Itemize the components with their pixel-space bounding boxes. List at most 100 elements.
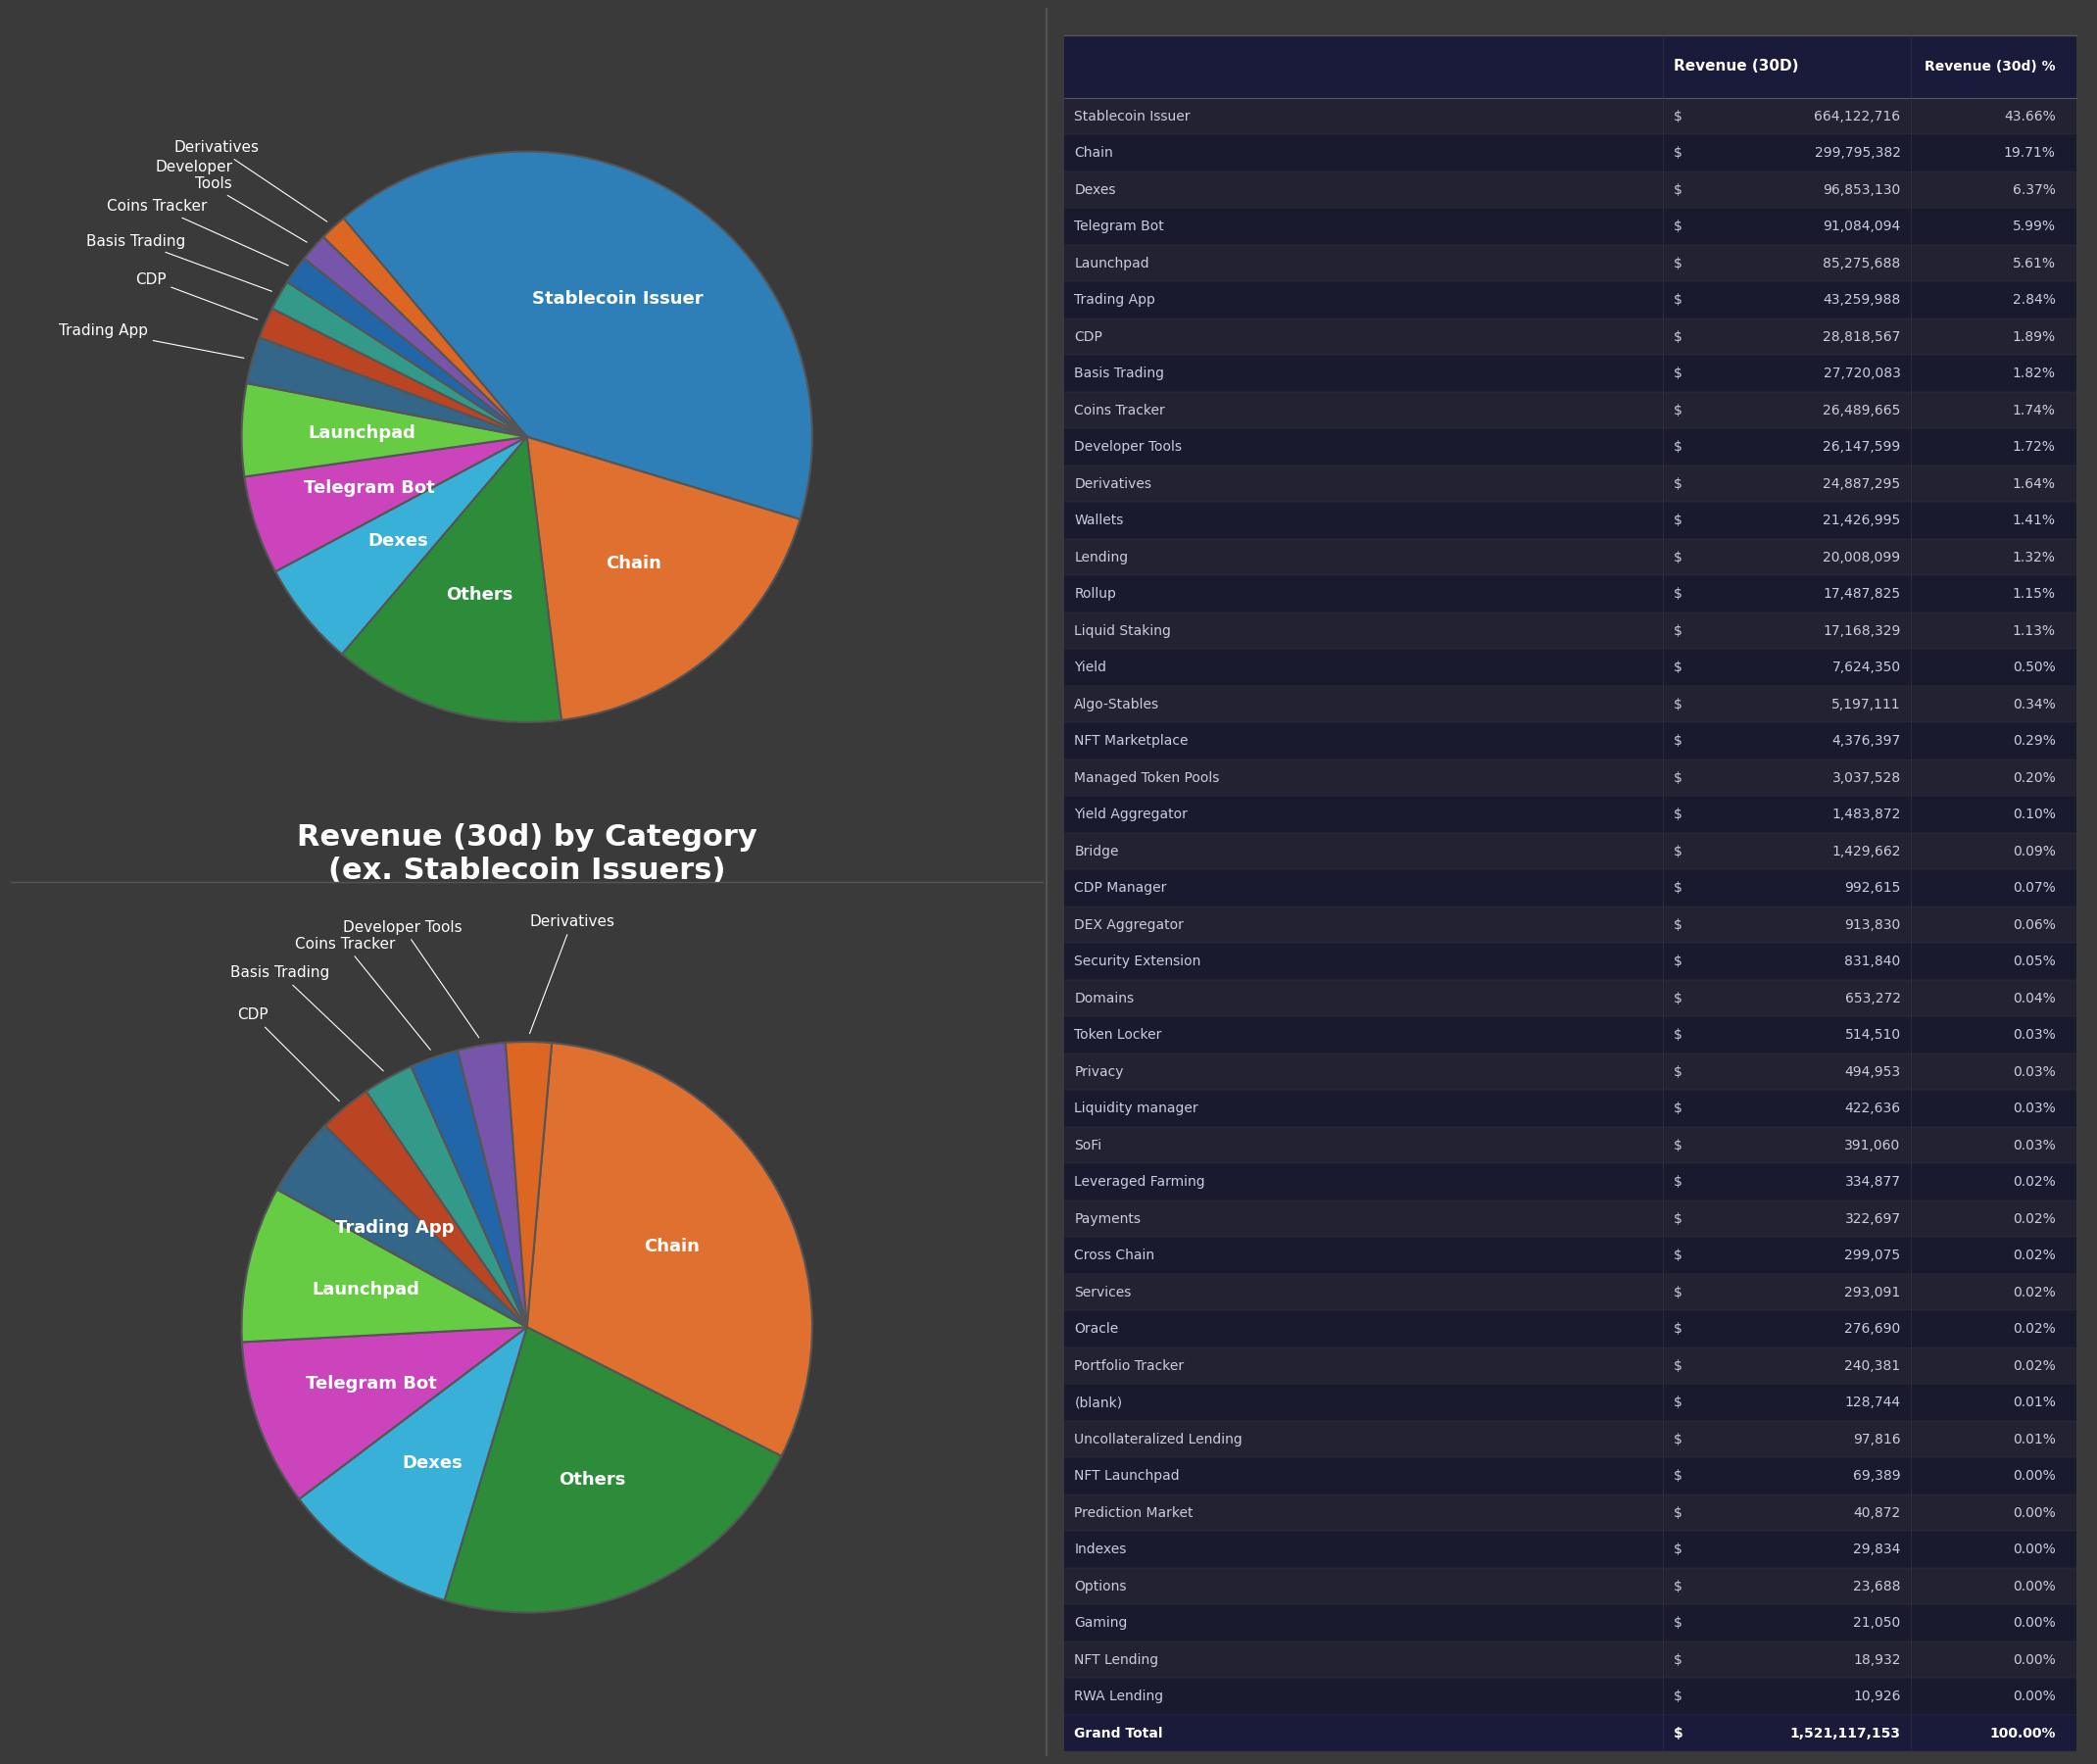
Text: Developer Tools: Developer Tools [1074,441,1183,453]
Text: 24,887,295: 24,887,295 [1822,476,1900,490]
Text: (blank): (blank) [1074,1395,1122,1409]
Text: 653,272: 653,272 [1845,991,1900,1005]
Text: $: $ [1673,1286,1682,1298]
Text: Dexes: Dexes [1074,183,1116,196]
Text: 0.03%: 0.03% [2013,1065,2055,1078]
Text: Domains: Domains [1074,991,1134,1005]
Text: 20,008,099: 20,008,099 [1822,550,1900,564]
Text: Liquidity manager: Liquidity manager [1074,1102,1197,1115]
Text: Dexes: Dexes [403,1454,463,1471]
Text: Launchpad: Launchpad [312,1281,419,1298]
Bar [1063,1642,2076,1678]
Bar [1063,97,2076,134]
Text: Derivatives: Derivatives [528,914,614,1034]
Text: 0.07%: 0.07% [2013,882,2055,894]
Text: 26,147,599: 26,147,599 [1822,441,1900,453]
Bar [1063,1457,2076,1494]
Wedge shape [526,437,801,720]
Wedge shape [445,1327,782,1612]
Text: $: $ [1673,476,1682,490]
Wedge shape [342,437,562,721]
Text: Launchpad: Launchpad [308,423,415,441]
Text: 0.00%: 0.00% [2013,1653,2055,1667]
Bar [1063,282,2076,318]
Text: 0.34%: 0.34% [2013,697,2055,711]
Text: Trading App: Trading App [336,1219,455,1237]
Bar [1063,1494,2076,1531]
Wedge shape [411,1050,526,1327]
Bar [1063,1274,2076,1311]
Wedge shape [247,337,526,437]
Bar [1063,796,2076,833]
Text: 18,932: 18,932 [1854,1653,1900,1667]
Bar [1063,466,2076,503]
Text: SoFi: SoFi [1074,1138,1101,1152]
Text: 1,429,662: 1,429,662 [1831,845,1900,857]
Text: $: $ [1673,1653,1682,1667]
Text: $: $ [1673,1138,1682,1152]
Text: $: $ [1673,367,1682,381]
Text: 128,744: 128,744 [1845,1395,1900,1409]
Text: 85,275,688: 85,275,688 [1822,256,1900,270]
Text: CDP Manager: CDP Manager [1074,882,1166,894]
Text: $: $ [1673,404,1682,416]
Bar [1063,171,2076,208]
Text: Indexes: Indexes [1074,1544,1126,1556]
Text: Telegram Bot: Telegram Bot [304,480,436,497]
Text: 1,521,117,153: 1,521,117,153 [1791,1727,1900,1739]
Text: $: $ [1673,1432,1682,1446]
Bar [1063,1164,2076,1201]
Text: $: $ [1673,697,1682,711]
Text: $: $ [1673,1028,1682,1043]
Text: 91,084,094: 91,084,094 [1822,220,1900,233]
Text: Prediction Market: Prediction Market [1074,1506,1193,1519]
Text: 28,818,567: 28,818,567 [1822,330,1900,344]
Text: Basis Trading: Basis Trading [231,965,384,1071]
Text: 514,510: 514,510 [1845,1028,1900,1043]
Text: $: $ [1673,1544,1682,1556]
Bar [1063,760,2076,796]
Text: 7,624,350: 7,624,350 [1833,662,1900,674]
Text: CDP: CDP [1074,330,1103,344]
Text: $: $ [1673,146,1682,161]
Text: $: $ [1673,109,1682,123]
Wedge shape [323,219,526,437]
Text: 0.00%: 0.00% [2013,1690,2055,1704]
Bar [1063,1422,2076,1457]
Text: 0.02%: 0.02% [2013,1212,2055,1226]
Bar [1063,318,2076,355]
Wedge shape [241,1327,526,1499]
Text: 1.82%: 1.82% [2013,367,2055,381]
Text: 0.01%: 0.01% [2013,1395,2055,1409]
Text: $: $ [1673,954,1682,968]
Text: $: $ [1673,330,1682,344]
Text: 0.04%: 0.04% [2013,991,2055,1005]
Text: 17,168,329: 17,168,329 [1822,624,1900,637]
Text: 1.74%: 1.74% [2013,404,2055,416]
Wedge shape [367,1067,526,1327]
Text: 10,926: 10,926 [1854,1690,1900,1704]
Text: Rollup: Rollup [1074,587,1116,602]
Text: Grand Total: Grand Total [1074,1727,1164,1739]
Text: $: $ [1673,917,1682,931]
Bar [1063,723,2076,760]
Text: 0.09%: 0.09% [2013,845,2055,857]
Bar [1063,686,2076,723]
Text: 334,877: 334,877 [1845,1175,1900,1189]
Wedge shape [241,383,526,476]
Text: Trading App: Trading App [1074,293,1155,307]
Text: Developer
Tools: Developer Tools [155,159,306,242]
Text: Basis Trading: Basis Trading [1074,367,1164,381]
Text: 913,830: 913,830 [1845,917,1900,931]
Text: $: $ [1673,1102,1682,1115]
Text: 2.84%: 2.84% [2013,293,2055,307]
Text: Gaming: Gaming [1074,1616,1128,1630]
Bar [1063,870,2076,907]
Title: Revenue (30d) by Category
(ex. Stablecoin Issuers): Revenue (30d) by Category (ex. Stablecoi… [298,824,757,884]
Text: $: $ [1673,183,1682,196]
Text: 0.00%: 0.00% [2013,1544,2055,1556]
Bar [1063,907,2076,944]
Text: Cross Chain: Cross Chain [1074,1249,1155,1263]
Text: 0.05%: 0.05% [2013,954,2055,968]
Text: Wallets: Wallets [1074,513,1124,527]
